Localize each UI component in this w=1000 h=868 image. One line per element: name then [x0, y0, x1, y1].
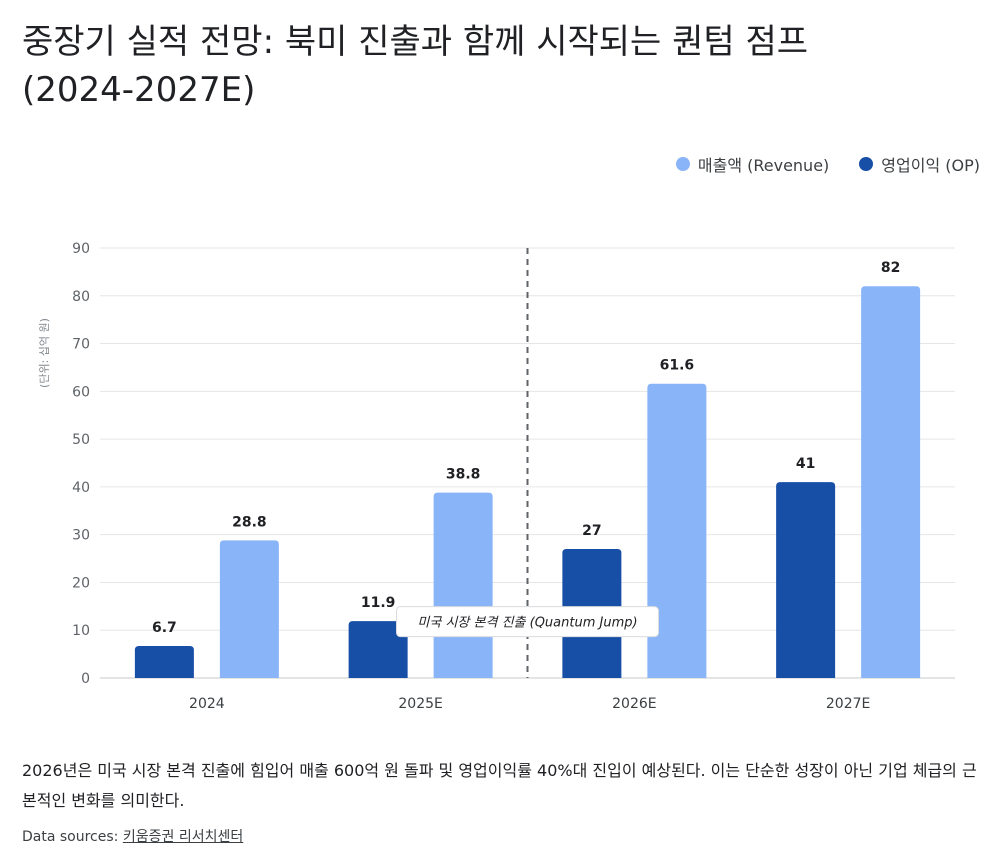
source-label: Data sources:: [22, 829, 123, 845]
data-label-revenue-2027E: 82: [881, 260, 900, 276]
x-tick-label: 2027E: [826, 696, 870, 712]
y-tick-label: 70: [72, 337, 90, 353]
legend-label-op: 영업이익 (OP): [881, 156, 980, 175]
legend-swatch-revenue: [675, 157, 690, 171]
y-tick-label: 0: [81, 671, 90, 687]
y-tick-label: 20: [72, 575, 90, 591]
data-label-op-2027E: 41: [796, 456, 815, 472]
data-label-revenue-2026E: 61.6: [660, 358, 695, 374]
bar-revenue-2024: [219, 540, 279, 678]
x-tick-label: 2026E: [612, 696, 656, 712]
chart-description: 2026년은 미국 시장 본격 진출에 힘입어 매출 600억 원 돌파 및 영…: [22, 761, 977, 810]
annotation-box: [396, 606, 659, 638]
data-label-op-2025E: 11.9: [361, 595, 396, 611]
bar-chart: 0 10 20 30 40 50 60 70 80 90 (단위: 십억 원) 6.7 28.8 2024…: [38, 241, 955, 712]
chart-title: 중장기 실적 전망: 북미 진출과 함께 시작되는 퀀텀 점프 (2024-20…: [22, 18, 982, 114]
bar-revenue-2025E: [433, 492, 493, 678]
y-axis-label: (단위: 십억 원): [38, 318, 51, 388]
y-tick-label: 60: [72, 384, 90, 400]
title-line-1: 중장기 실적 전망: 북미 진출과 함께 시작되는 퀀텀 점프: [22, 22, 809, 62]
y-tick-label: 80: [72, 289, 90, 305]
y-tick-label: 30: [72, 528, 90, 544]
legend-item-revenue[interactable]: 매출액 (Revenue): [675, 152, 830, 176]
annotation-text: 미국 시장 본격 진출 (Quantum Jump): [417, 616, 637, 631]
source-link[interactable]: 키움증권 리서치센터: [122, 829, 244, 845]
bar-op-2025E: [348, 621, 408, 678]
x-tick-label: 2024: [189, 696, 225, 712]
legend-label-revenue: 매출액 (Revenue): [697, 156, 830, 175]
bar-revenue-2027E: [861, 286, 921, 678]
x-tick-label: 2025E: [398, 696, 442, 712]
data-label-revenue-2024: 28.8: [232, 514, 267, 530]
y-tick-label: 50: [72, 432, 90, 448]
legend-item-op[interactable]: 영업이익 (OP): [859, 152, 980, 176]
data-label-op-2026E: 27: [582, 523, 601, 539]
data-source: Data sources: 키움증권 리서치센터: [22, 826, 243, 846]
bar-revenue-2026E: [647, 383, 707, 678]
legend-swatch-op: [859, 157, 874, 171]
legend: 매출액 (Revenue) 영업이익 (OP): [675, 152, 980, 176]
bar-op-2024: [134, 645, 194, 678]
bar-op-2027E: [776, 482, 836, 678]
data-label-revenue-2025E: 38.8: [446, 467, 481, 483]
title-line-2: (2024-2027E): [22, 70, 256, 110]
y-tick-label: 10: [72, 623, 90, 639]
y-tick-label: 90: [72, 241, 90, 257]
y-tick-label: 40: [72, 480, 90, 496]
data-label-op-2024: 6.7: [152, 620, 177, 636]
